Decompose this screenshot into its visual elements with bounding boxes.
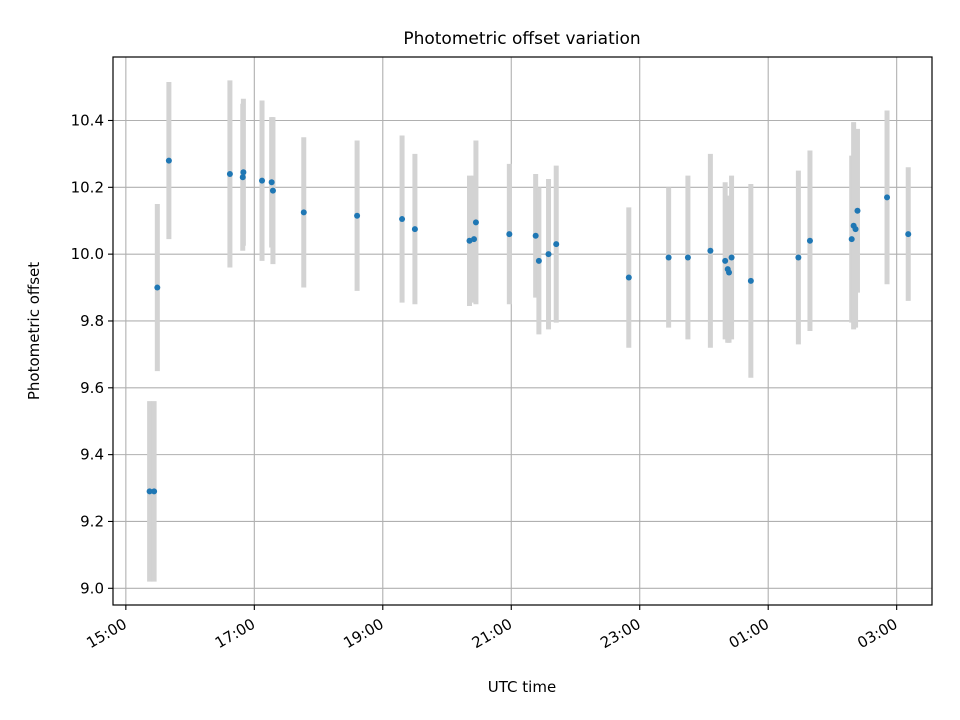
x-tick-label: 03:00 [854, 615, 900, 652]
data-point [146, 488, 153, 495]
axis-ticks: 15:00 17:00 19:00 21:00 23:00 01:00 03:00 9.0 9.… [71, 111, 901, 652]
data-point [300, 209, 307, 216]
data-point [399, 216, 406, 223]
y-axis-label: Photometric offset [25, 262, 43, 400]
chart-title: Photometric offset variation [403, 29, 640, 49]
data-point [747, 277, 754, 284]
data-point [226, 170, 233, 177]
data-point [852, 226, 859, 233]
data-point [535, 257, 542, 264]
x-tick-label: 23:00 [597, 615, 643, 652]
grid-lines [113, 57, 932, 605]
x-tick-label: 19:00 [340, 615, 386, 652]
data-point [354, 212, 361, 219]
x-tick-label: 15:00 [83, 615, 129, 652]
data-point [472, 219, 479, 226]
data-point [884, 194, 891, 201]
y-tick-label: 9.6 [80, 379, 104, 397]
data-point [165, 157, 172, 164]
data-point [722, 257, 729, 264]
data-point [239, 174, 246, 181]
data-point [151, 488, 158, 495]
data-point [466, 237, 473, 244]
y-tick-label: 10.4 [71, 111, 104, 129]
y-tick-label: 9.8 [80, 312, 104, 330]
error-bars [147, 80, 911, 582]
x-tick-label: 17:00 [212, 615, 258, 652]
data-point [625, 274, 632, 281]
data-point [240, 169, 247, 176]
data-point [269, 187, 276, 194]
data-point [545, 251, 552, 258]
data-point [806, 237, 813, 244]
data-point [411, 226, 418, 233]
data-point [506, 231, 513, 238]
data-point [726, 269, 733, 276]
data-points [146, 157, 912, 495]
y-tick-label: 9.2 [80, 512, 104, 530]
data-point [154, 284, 161, 291]
data-point [259, 177, 266, 184]
data-point [905, 231, 912, 238]
y-tick-label: 9.4 [80, 446, 104, 464]
data-point [848, 236, 855, 243]
data-point [471, 236, 478, 243]
plot-area-frame [112, 56, 933, 606]
data-point [707, 247, 714, 254]
x-axis-label: UTC time [488, 678, 556, 696]
data-point [268, 179, 275, 186]
data-point [728, 254, 735, 261]
data-point [684, 254, 691, 261]
x-tick-label: 01:00 [726, 615, 772, 652]
y-tick-label: 10.2 [71, 178, 104, 196]
data-point [795, 254, 802, 261]
y-tick-label: 9.0 [80, 579, 104, 597]
x-tick-label: 21:00 [469, 615, 515, 652]
data-point [553, 241, 560, 248]
data-point [854, 207, 861, 214]
y-tick-label: 10.0 [71, 245, 104, 263]
data-point [532, 232, 539, 239]
data-point [665, 254, 672, 261]
